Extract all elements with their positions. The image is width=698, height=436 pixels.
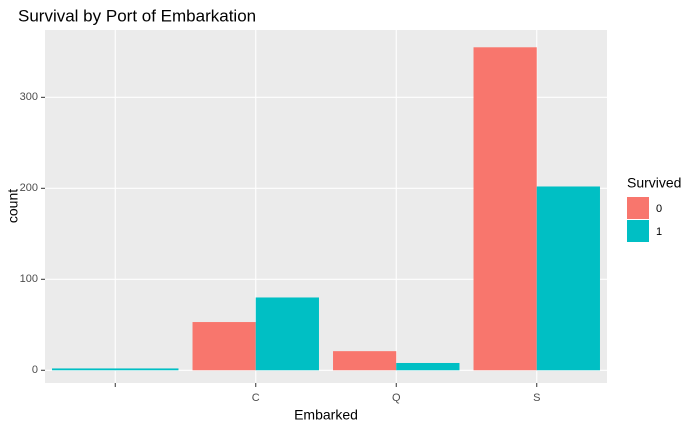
y-tick-label: 200: [20, 182, 38, 194]
bar: [473, 47, 537, 371]
x-tick-label: Q: [392, 392, 401, 404]
x-tick-label: C: [252, 392, 260, 404]
bar: [255, 297, 319, 371]
y-tick-label: 0: [32, 364, 38, 376]
legend-label: 1: [656, 226, 662, 238]
y-tick-label: 100: [20, 273, 38, 285]
chart-title: Survival by Port of Embarkation: [18, 6, 256, 25]
y-axis-label: count: [5, 189, 21, 223]
legend-key: [627, 220, 649, 242]
legend-title: Survived: [627, 175, 681, 191]
bar: [192, 322, 256, 371]
bar: [396, 362, 460, 371]
x-axis-label: Embarked: [294, 407, 358, 423]
bar: [333, 351, 397, 371]
bar: [536, 186, 600, 371]
bar: [52, 368, 179, 371]
legend-label: 0: [656, 203, 662, 215]
legend-key: [627, 197, 649, 219]
x-tick-label: S: [533, 392, 540, 404]
y-tick-label: 300: [20, 91, 38, 103]
